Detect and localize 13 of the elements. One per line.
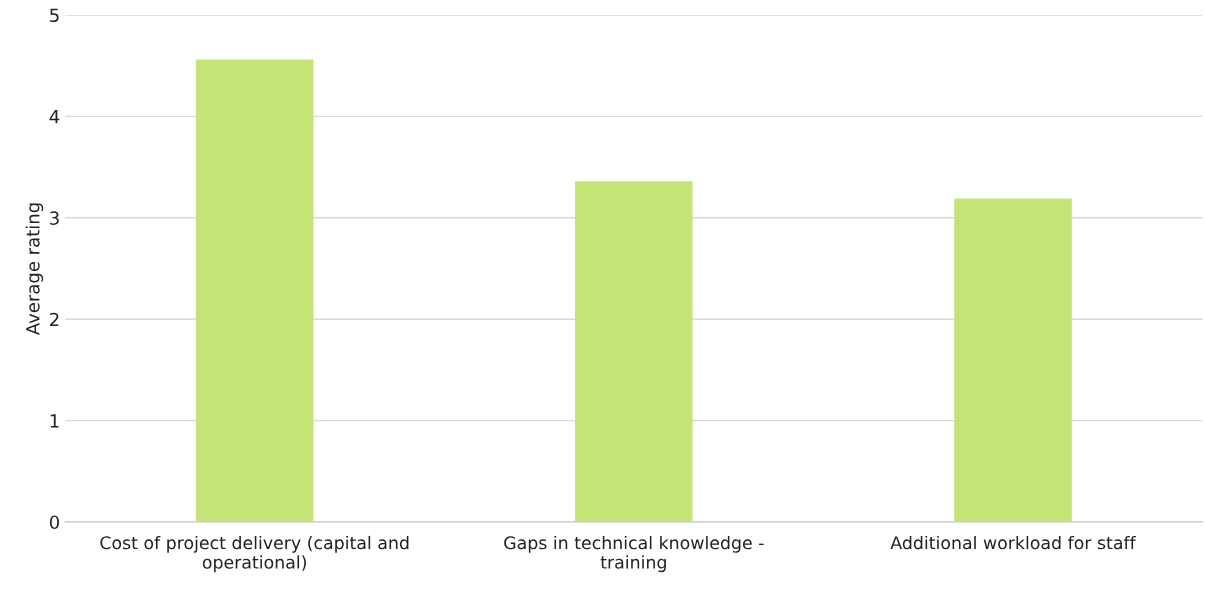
y-axis-title: Average rating [25,203,44,336]
y-tick-label: 1 [50,414,59,428]
y-tick-label: 3 [50,211,59,225]
y-tick-label: 2 [50,312,59,327]
bar [954,198,1072,522]
x-tick-label: Additional workload for staff [890,535,1137,550]
y-tick-label: 5 [50,8,59,23]
bar [195,59,314,522]
x-tick-label: Gaps in technical knowledge - training [504,535,764,573]
y-tick-label: 0 [49,515,60,530]
bar [575,181,693,522]
y-tick-label: 4 [49,110,60,124]
x-tick-label: Cost of project delivery (capital and operational) [100,535,409,573]
